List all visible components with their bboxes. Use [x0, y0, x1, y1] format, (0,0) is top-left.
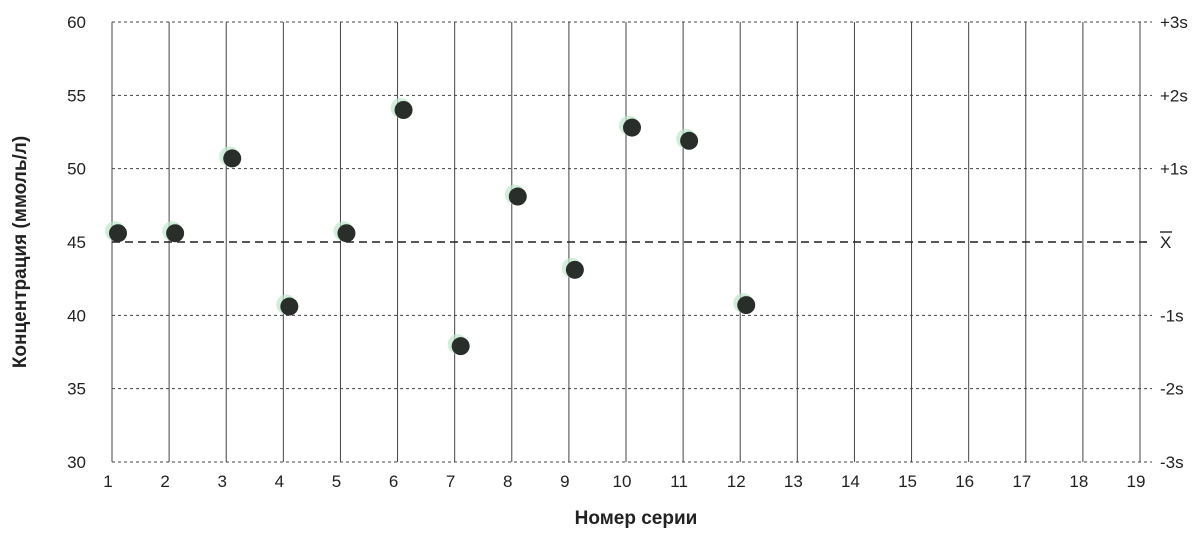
x-tick-label: 6 [389, 472, 398, 491]
data-point [565, 260, 584, 279]
y-tick-label: 45 [67, 233, 86, 252]
data-points [105, 98, 756, 356]
data-point [737, 296, 756, 315]
sd-label: -3s [1160, 453, 1184, 472]
x-tick-label: 8 [503, 472, 512, 491]
sd-label: +1s [1160, 160, 1188, 179]
x-tick-label: 4 [275, 472, 284, 491]
y-tick-label: 35 [67, 380, 86, 399]
y-axis-label: Концентрация (ммоль/л) [10, 136, 31, 368]
data-point [680, 131, 699, 150]
x-tick-label: 16 [955, 472, 974, 491]
x-tick-label: 18 [1069, 472, 1088, 491]
data-point [394, 101, 413, 119]
x-tick-label: 12 [727, 472, 746, 491]
data-point [280, 297, 299, 316]
x-tick-label: 15 [898, 472, 917, 491]
x-tick-label: 17 [1012, 472, 1031, 491]
sd-label: +3s [1160, 13, 1188, 32]
data-point [109, 224, 127, 243]
x-tick-label: 7 [446, 472, 455, 491]
x-axis-label: Номер серии [575, 508, 698, 529]
sd-label: +2s [1160, 86, 1188, 105]
data-point [508, 187, 527, 206]
x-tick-label: 11 [670, 472, 688, 491]
y-tick-label: 50 [67, 160, 86, 179]
y-tick-label: 55 [67, 86, 86, 105]
x-tick-label: 10 [613, 472, 632, 491]
data-point [166, 224, 185, 243]
x-tick-label: 9 [560, 472, 569, 491]
y-tick-label: 60 [67, 13, 86, 32]
x-tick-label: 14 [841, 472, 860, 491]
sd-label: -2s [1160, 380, 1184, 399]
x-tick-label: 5 [332, 472, 341, 491]
x-tick-label: 13 [784, 472, 803, 491]
y-tick-label: 30 [67, 453, 86, 472]
sd-labels: +3s +2s +1s X -1s -2s -3s [1160, 13, 1188, 472]
x-tick-label: 3 [217, 472, 226, 491]
data-point [337, 224, 356, 243]
data-point [451, 337, 470, 356]
data-point [623, 118, 641, 137]
x-tick-label: 19 [1127, 472, 1146, 491]
data-point [223, 149, 242, 168]
x-tick-label: 1 [103, 472, 112, 491]
x-tick-label: 2 [160, 472, 169, 491]
sd-label: X [1160, 233, 1171, 252]
y-tick-label: 40 [67, 306, 86, 325]
sd-label: -1s [1160, 306, 1184, 325]
